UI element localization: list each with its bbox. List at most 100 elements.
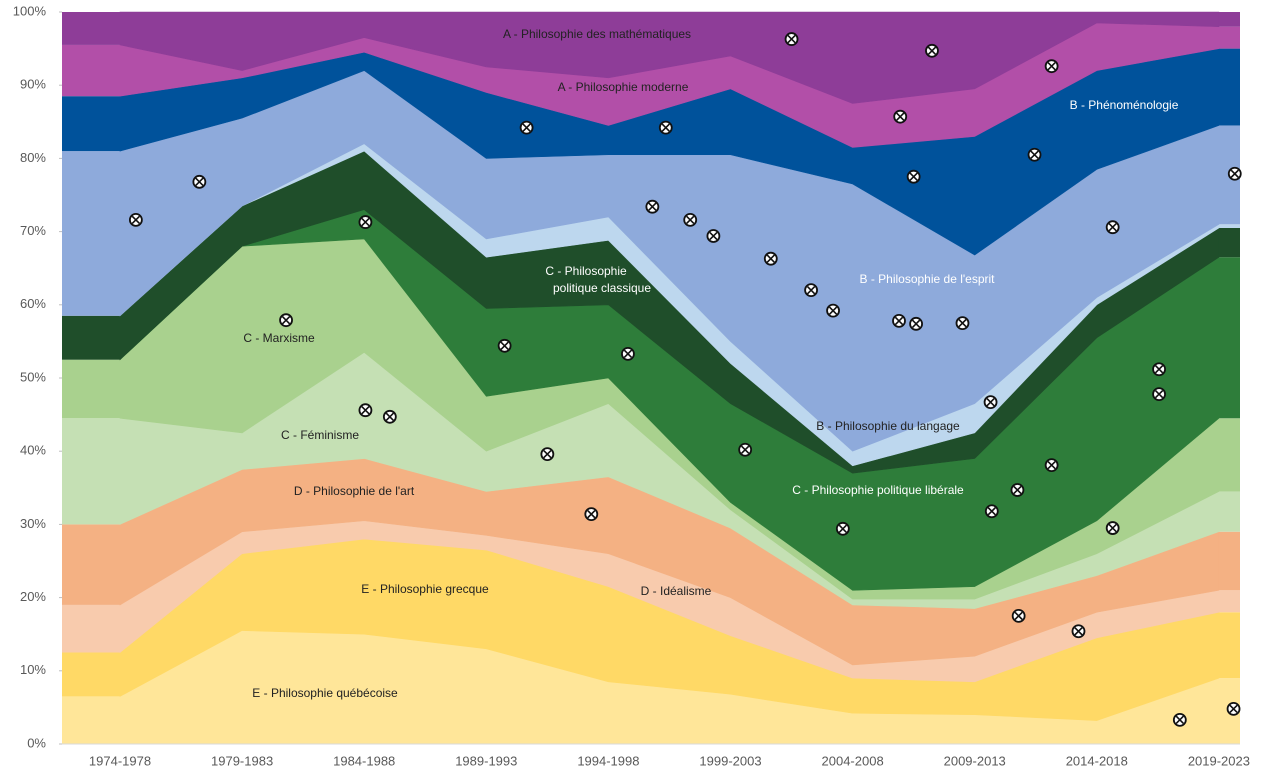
marker-cross [986,397,995,407]
marker [1227,166,1242,181]
marker-cross [958,318,967,328]
x-tick-label: 2014-2018 [1066,753,1128,768]
marker-cross [909,172,918,181]
area-edge [62,12,121,45]
marker-cross [1108,223,1117,232]
series-label: B - Philosophie du langage [816,419,960,433]
y-tick-label: 60% [20,296,46,311]
marker [540,447,555,462]
x-tick-label: 1979-1983 [211,753,273,768]
y-tick-label: 10% [20,662,46,677]
marker [497,338,512,353]
series-label: A - Philosophie des mathématiques [503,27,691,41]
area-edge [62,44,121,97]
marker [1011,609,1026,623]
area-edge [1218,418,1240,492]
marker [1071,624,1086,639]
area-edge [62,151,121,316]
area-edge [62,652,121,697]
y-tick-label: 100% [13,3,47,18]
series-label: C - Marxisme [243,331,315,345]
area-edge [62,604,121,653]
marker [279,313,293,328]
marker [1152,362,1166,377]
marker [658,120,673,135]
marker [804,283,818,298]
x-tick-label: 2019-2023 [1188,753,1250,768]
marker-cross [361,406,370,415]
y-tick-label: 20% [20,589,46,604]
series-label: D - Idéalisme [641,584,712,598]
marker-cross [1175,715,1184,725]
marker [1010,483,1025,497]
marker-cross [131,215,141,225]
marker-cross [385,412,395,421]
marker-cross [1230,169,1239,178]
x-tick-label: 1994-1998 [577,753,639,768]
marker [835,521,850,536]
area-edge [1218,227,1240,258]
marker [925,43,939,58]
marker-cross [987,507,996,516]
marker-cross [1229,704,1238,714]
y-tick-label: 50% [20,369,46,384]
series-label: B - Phénoménologie [1070,98,1179,112]
marker-cross [787,34,796,44]
marker [1172,712,1187,727]
y-tick-label: 90% [20,77,46,92]
area-edge [1218,12,1240,27]
marker-cross [896,112,905,121]
area-edge [1218,224,1240,228]
series-label: E - Philosophie québécoise [252,686,398,700]
marker [1105,521,1120,535]
area-edge [1218,26,1240,49]
series-label: C - Philosophie politique classique [545,264,651,295]
marker [706,229,721,243]
marker [1044,59,1059,74]
area-edge [62,96,121,152]
marker [1027,147,1042,162]
area-edge [62,359,121,419]
marker [519,120,534,135]
marker [1152,387,1166,402]
marker-cross [543,449,552,459]
marker-cross [838,524,847,533]
marker-cross [500,341,509,350]
marker-cross [281,316,291,325]
marker [645,199,660,214]
marker-cross [1013,485,1022,495]
marker-cross [766,254,775,263]
series-label: E - Philosophie grecque [361,582,489,596]
area-edge [62,524,121,605]
marker-cross [522,123,531,132]
area-edge [62,315,121,360]
area-edge [1218,531,1240,591]
marker [826,303,840,318]
area-edge [62,696,121,744]
area-edge [1218,590,1240,613]
marker-cross [686,215,695,225]
marker [955,316,970,331]
marker-cross [806,285,816,295]
area-edge [1218,612,1240,679]
marker [893,109,908,124]
marker [358,403,373,418]
marker [784,32,799,46]
marker [984,504,999,519]
marker-cross [587,509,596,519]
marker [621,346,635,361]
marker [738,442,753,457]
series-label: D - Philosophie de l'art [294,484,415,498]
y-tick-label: 40% [20,443,46,458]
marker-cross [927,46,937,55]
marker [584,507,599,522]
marker [906,169,921,184]
series-label: B - Philosophie de l'esprit [859,272,995,286]
series-label: C - Philosophie politique libérale [792,483,964,497]
marker [192,174,207,189]
x-tick-label: 2009-2013 [944,753,1006,768]
marker [128,212,143,227]
series-label: C - Féminisme [281,428,359,442]
marker-cross [740,445,750,454]
